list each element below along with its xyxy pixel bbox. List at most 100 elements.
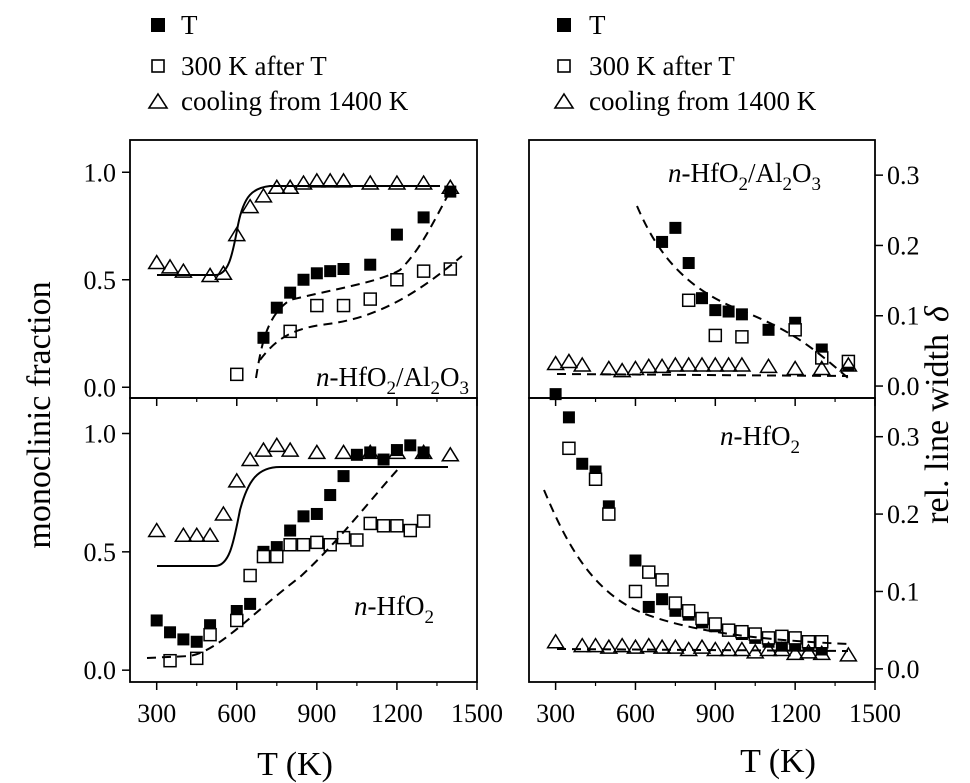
data-point-bottom-left-s1-7 [283,537,297,552]
x-tick-label-bottom-left-1200: 1200 [371,699,423,728]
legend-right-filled-square-marker [557,18,571,32]
panel-label-bottom-left: n-HfO2 [354,591,434,628]
data-point-bottom-right-s2-20 [839,646,858,662]
right-y-axis-title: rel. line width δ [919,305,956,524]
x-tick-label-bottom-right-300: 300 [536,699,575,728]
data-point-top-right-s2-15 [785,360,805,376]
data-point-bottom-right-s2-5 [626,638,645,654]
data-point-bottom-left-s0-10 [297,510,310,523]
legend-right-label-3: cooling from 1400 K [589,86,817,116]
data-point-bottom-left-s1-16 [403,523,418,538]
data-point-top-right-s2-13 [732,356,752,372]
data-point-bottom-left-s0-1 [164,626,177,639]
right-y-axis-title-symbol: δ [919,305,956,322]
x-tick-label-bottom-right-600: 600 [616,699,655,728]
data-point-top-left-s2-1 [160,258,180,274]
data-point-top-right-s2-9 [679,356,699,372]
x-tick-label-bottom-right-900: 900 [696,699,735,728]
data-point-bottom-left-s1-9 [310,535,324,550]
y-tick-label-top-right-2: 0.2 [887,231,920,260]
data-point-bottom-left-s2-13 [387,444,407,460]
data-point-top-right-s0-4 [709,304,722,317]
data-point-top-left-s0-7 [364,258,377,271]
data-point-bottom-right-s1-1 [588,472,603,487]
data-point-bottom-left-s2-0 [147,522,167,538]
fit-curve-bottom-left-heating [146,466,401,659]
data-point-top-right-s2-14 [759,357,778,374]
left-x-axis-title: T (K) [257,746,333,783]
data-point-top-right-s1-3 [788,323,802,337]
data-point-bottom-left-s2-14 [414,444,433,460]
data-point-top-right-s2-2 [572,356,592,372]
data-point-top-left-s1-3 [336,298,351,313]
data-point-bottom-left-s0-0 [150,614,163,627]
legend-right-label-1: T [589,10,606,40]
data-point-bottom-right-s2-19 [812,644,832,661]
data-point-top-left-s2-16 [414,174,433,190]
data-point-bottom-left-s1-15 [390,519,404,533]
data-point-bottom-right-s1-0 [562,441,576,456]
data-point-bottom-right-s0-6 [642,600,655,613]
data-point-bottom-left-s1-2 [203,627,217,642]
data-point-bottom-right-s1-7 [681,604,696,618]
legend-left: T 300 K after T cooling from 1400 K [147,10,409,116]
data-point-top-right-s2-6 [639,357,659,374]
panel-bottom-right: 300 600 900 1200 1500 0.0 0.1 0.2 0.3 [528,388,920,728]
data-point-bottom-right-s1-8 [695,611,709,626]
data-point-bottom-left-s2-8 [267,436,287,453]
fit-curve-bottom-right-cooling [556,648,849,652]
plot-frame-bottom-left [129,397,478,683]
data-point-bottom-left-s1-5 [256,549,271,564]
panel-top-right: 0.0 0.1 0.2 0.3 [528,139,920,406]
fit-curve-top-left-heating [255,194,449,379]
data-point-top-left-s2-5 [227,226,247,242]
data-point-top-right-s0-2 [682,257,695,270]
data-point-bottom-right-s2-7 [652,638,672,654]
data-point-top-right-s2-1 [559,353,579,369]
data-point-bottom-left-s0-13 [337,470,350,483]
legend-right-open-triangle-marker [553,92,575,109]
data-point-top-left-s0-4 [310,267,323,280]
data-point-bottom-left-s1-4 [243,568,257,583]
data-point-bottom-right-s2-17 [785,644,805,661]
y-tick-label-bottom-right-1: 0.1 [887,577,920,606]
data-point-bottom-right-s2-2 [586,637,605,653]
data-point-bottom-left-s2-6 [240,451,260,467]
data-point-bottom-left-s1-3 [230,613,244,628]
data-point-top-right-s1-5 [841,354,856,369]
data-point-bottom-left-s2-12 [360,444,380,460]
data-point-bottom-left-s0-3 [190,635,203,648]
data-point-bottom-left-s1-12 [350,533,364,547]
data-point-top-right-s1-4 [815,351,829,365]
data-point-top-right-s2-10 [692,356,712,372]
data-point-bottom-right-s1-9 [708,617,723,631]
y-tick-label-bottom-left-2: 1.0 [84,420,117,449]
data-point-bottom-left-s2-10 [307,444,327,460]
panel-bottom-left: 300 600 900 1200 1500 0.0 0.5 1.0 [84,397,503,728]
data-point-top-left-s0-2 [284,286,297,299]
data-point-top-right-s2-12 [719,356,738,372]
data-point-bottom-left-s1-10 [323,537,337,552]
data-point-bottom-left-s2-15 [440,446,460,462]
y-tick-label-bottom-left-1: 0.5 [84,538,117,567]
data-point-bottom-right-s2-4 [612,637,632,653]
data-point-bottom-left-s0-14 [350,448,363,461]
data-point-bottom-right-s2-8 [666,638,685,654]
data-point-top-left-s2-10 [294,174,313,190]
data-point-top-left-s1-6 [416,264,431,278]
data-point-bottom-right-s2-0 [546,633,565,649]
data-point-bottom-left-s2-11 [334,444,353,460]
data-point-bottom-left-s0-6 [244,597,257,610]
data-point-bottom-right-s2-11 [705,641,725,657]
data-point-top-right-s2-11 [705,356,725,372]
plot-frame-bottom-right [528,397,876,683]
fit-curve-top-right-cooling [556,373,849,377]
data-point-bottom-right-s2-12 [719,641,738,657]
data-point-bottom-right-s1-10 [721,623,736,637]
data-point-top-right-s2-17 [839,356,858,372]
y-tick-label-bottom-right-3: 0.3 [887,423,920,452]
y-tick-label-top-right-1: 0.1 [887,302,920,331]
data-point-top-right-s2-3 [599,360,619,376]
data-point-top-left-s2-13 [334,172,353,188]
